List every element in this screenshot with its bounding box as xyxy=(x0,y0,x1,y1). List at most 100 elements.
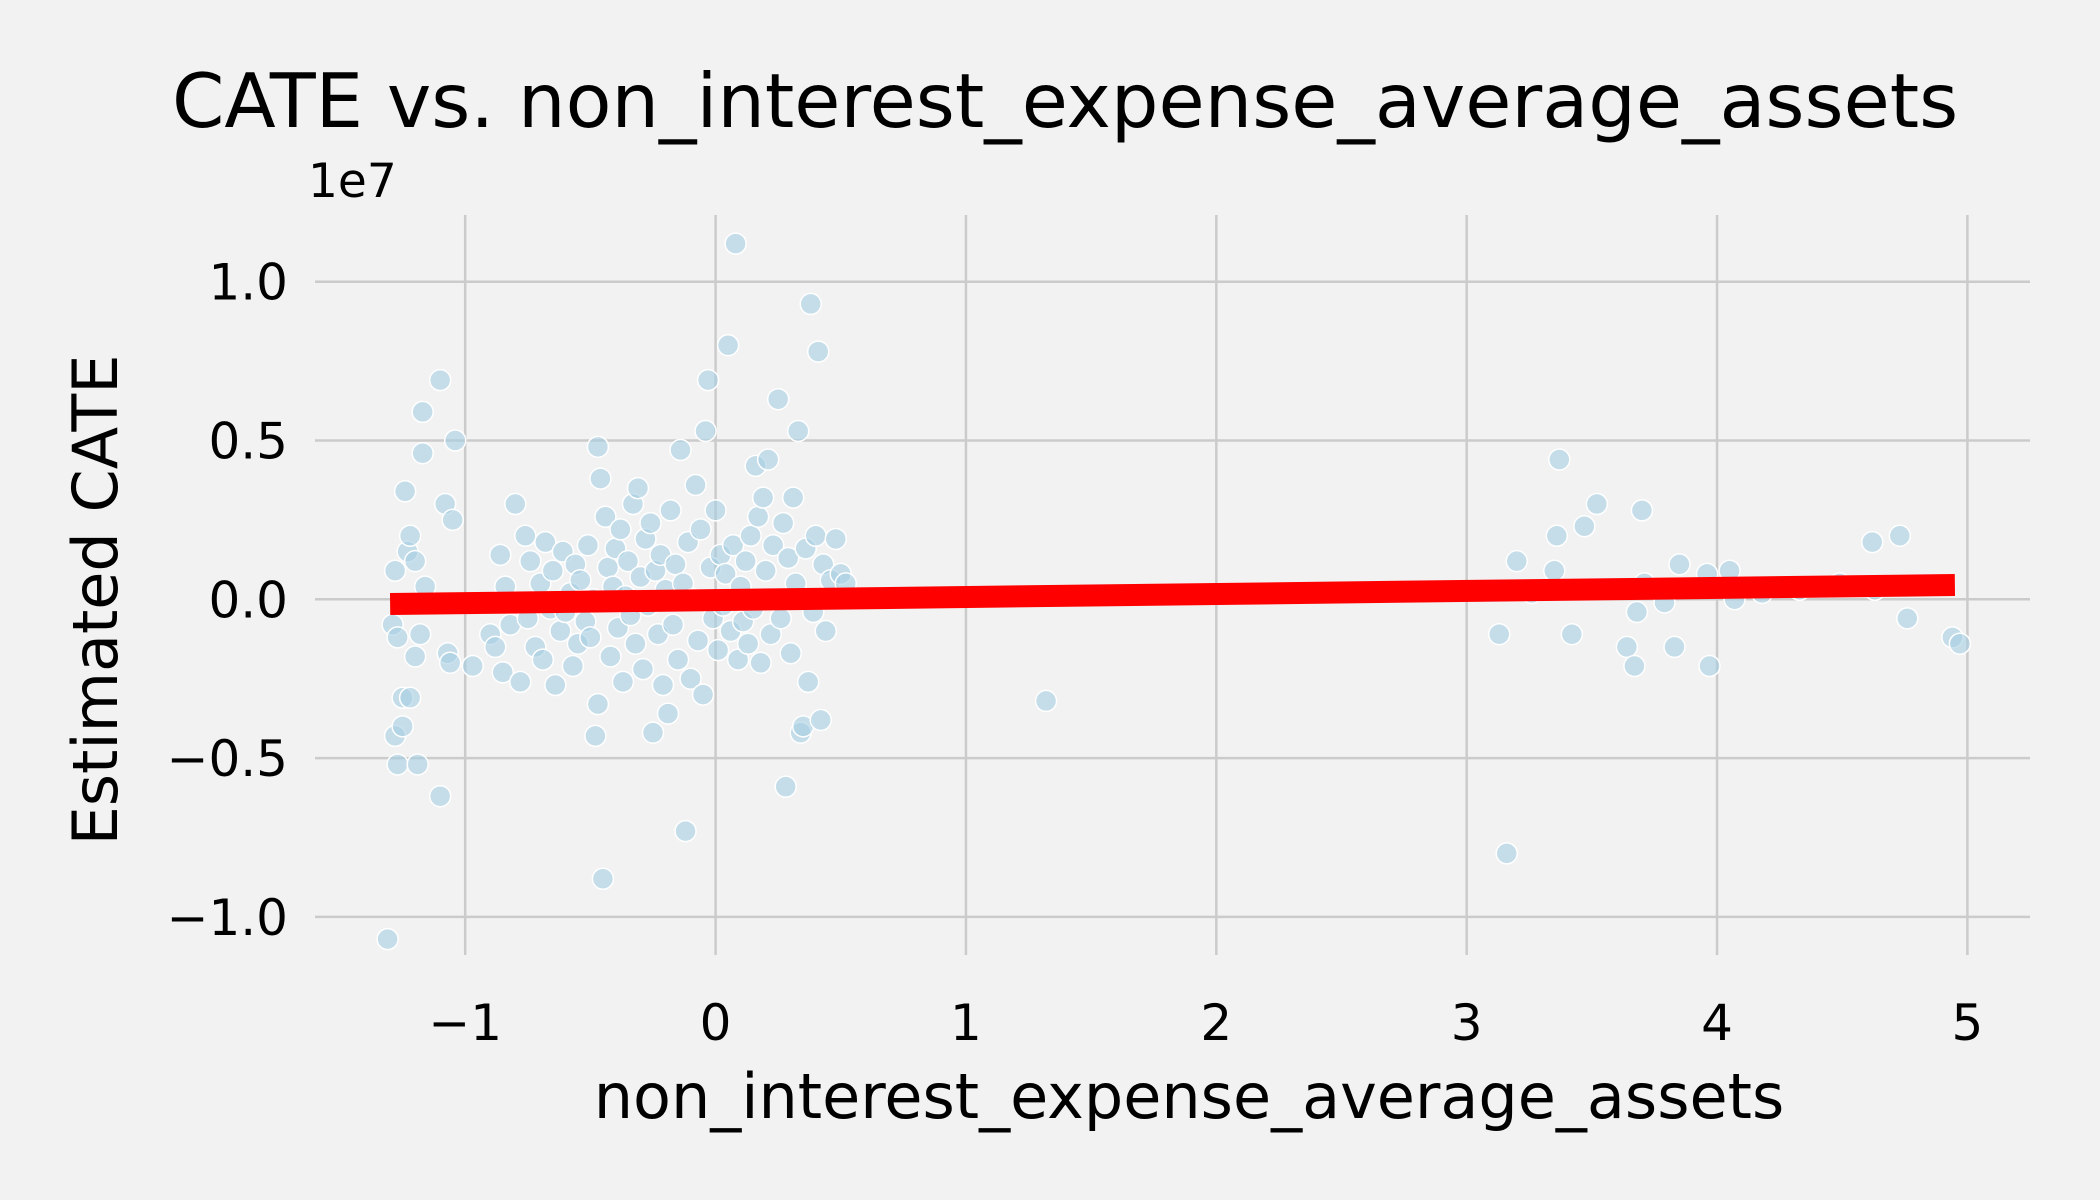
data-point xyxy=(591,867,615,891)
data-point xyxy=(1545,524,1569,548)
data-point xyxy=(549,619,572,643)
data-point xyxy=(586,692,610,716)
x-tick-label: 3 xyxy=(1451,994,1483,1052)
data-point xyxy=(734,549,757,573)
data-point xyxy=(393,480,417,503)
data-point xyxy=(746,505,770,528)
data-point xyxy=(1888,524,1912,548)
data-point xyxy=(579,626,602,649)
data-point xyxy=(438,651,462,675)
data-point xyxy=(639,511,662,535)
data-point xyxy=(686,629,710,652)
data-point xyxy=(751,486,775,509)
data-point xyxy=(679,667,702,690)
y-tick-labels: −1.0 −0.5 0.0 0.5 1.0 xyxy=(167,254,288,947)
data-point xyxy=(704,499,727,522)
data-point xyxy=(804,524,827,548)
data-point xyxy=(383,559,407,582)
data-point xyxy=(569,568,592,592)
data-point xyxy=(589,467,612,490)
data-point xyxy=(514,524,537,548)
data-point xyxy=(611,670,635,694)
data-point xyxy=(664,553,687,576)
data-point xyxy=(796,670,820,694)
data-point xyxy=(584,724,607,748)
data-point xyxy=(428,784,452,808)
data-point xyxy=(1623,654,1646,678)
data-point xyxy=(596,556,620,579)
data-point xyxy=(659,499,682,522)
data-point xyxy=(599,645,622,668)
data-point xyxy=(631,657,655,681)
y-tick-label: −1.0 xyxy=(167,889,288,947)
data-point xyxy=(814,619,837,643)
data-point xyxy=(769,607,792,630)
data-point xyxy=(561,654,585,678)
data-point xyxy=(406,753,429,776)
data-point xyxy=(534,530,557,554)
y-tick-label: 0.5 xyxy=(208,412,288,470)
data-point xyxy=(781,486,805,509)
fit-line xyxy=(389,574,1956,616)
x-tick-label: 0 xyxy=(700,994,732,1052)
data-point xyxy=(1560,622,1584,646)
data-point xyxy=(489,543,512,567)
x-tick-label: 4 xyxy=(1701,994,1733,1052)
fit-line-group xyxy=(389,574,1956,616)
data-point xyxy=(674,819,697,843)
data-point xyxy=(441,508,464,532)
data-point xyxy=(1543,559,1566,582)
data-point xyxy=(386,753,409,776)
data-point xyxy=(544,673,567,697)
data-point xyxy=(428,368,452,392)
data-point xyxy=(716,333,740,357)
data-point xyxy=(1585,492,1609,516)
data-point xyxy=(491,661,515,684)
data-point xyxy=(504,492,527,516)
data-point xyxy=(696,368,720,392)
data-point xyxy=(398,524,422,548)
data-point xyxy=(1034,689,1058,713)
data-point xyxy=(724,232,747,255)
x-tick-label: 2 xyxy=(1200,994,1232,1052)
data-point xyxy=(408,622,432,646)
x-tick-label: 5 xyxy=(1952,994,1984,1052)
data-point xyxy=(1663,635,1686,659)
data-point xyxy=(776,546,800,570)
data-point xyxy=(684,473,707,497)
data-point xyxy=(806,340,830,363)
data-point xyxy=(403,549,427,573)
x-tick-labels: −1 0 1 2 3 4 5 xyxy=(428,994,1983,1052)
data-point xyxy=(761,534,785,557)
data-point xyxy=(626,476,650,500)
data-point xyxy=(609,518,632,541)
data-point xyxy=(461,654,484,678)
data-point xyxy=(391,715,414,738)
data-point xyxy=(656,702,680,725)
y-tick-label: 0.0 xyxy=(208,571,288,629)
data-point xyxy=(1573,514,1596,538)
data-point xyxy=(403,645,427,668)
data-point xyxy=(824,527,848,551)
data-point xyxy=(666,648,690,671)
y-tick-label: 1.0 xyxy=(208,254,288,312)
data-point xyxy=(576,534,600,557)
data-point xyxy=(1630,499,1654,522)
data-point xyxy=(774,775,797,798)
data-point xyxy=(1625,600,1649,624)
data-point xyxy=(624,632,647,656)
data-point xyxy=(411,441,434,465)
data-point xyxy=(376,927,399,951)
data-point xyxy=(726,648,750,671)
data-point xyxy=(694,419,717,443)
x-tick-label: −1 xyxy=(428,994,502,1052)
data-point xyxy=(1948,632,1972,656)
data-point xyxy=(484,635,507,659)
data-point xyxy=(766,387,790,411)
data-point xyxy=(786,419,810,443)
data-point xyxy=(661,613,685,636)
data-point xyxy=(721,534,745,557)
chart-title: CATE vs. non_interest_expense_average_as… xyxy=(172,57,1958,145)
data-point xyxy=(1896,607,1919,630)
